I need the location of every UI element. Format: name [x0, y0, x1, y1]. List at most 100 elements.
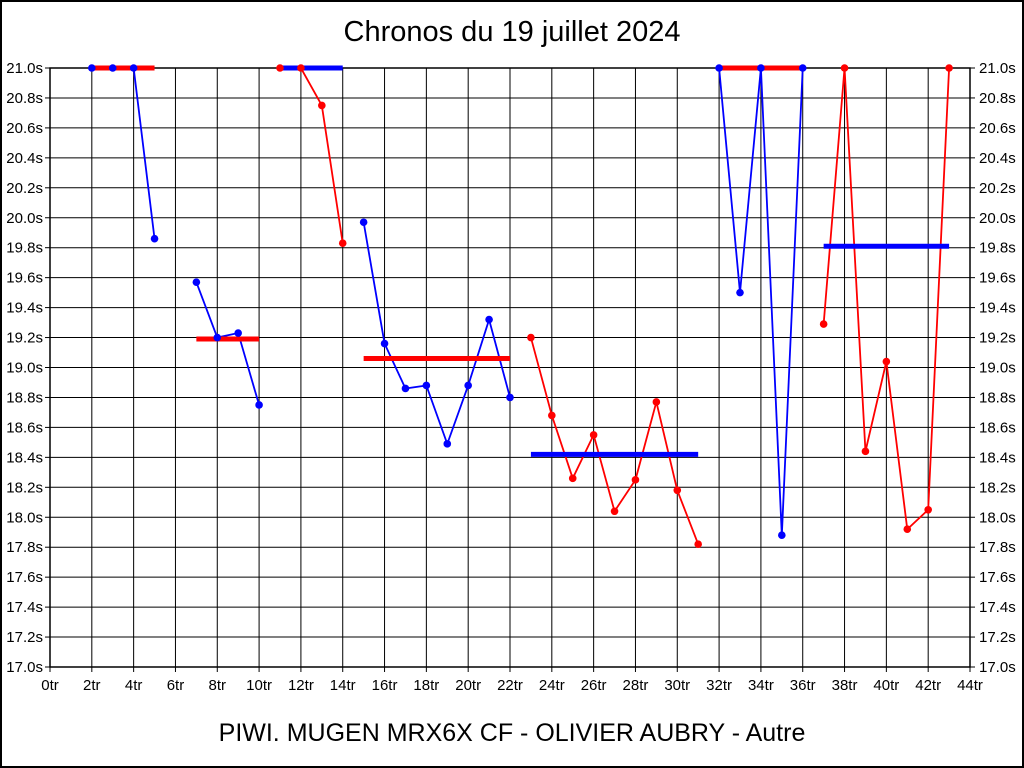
y-tick-label-right: 17.0s	[979, 659, 1016, 676]
data-point	[694, 540, 702, 549]
x-tick-label: 6tr	[167, 677, 185, 694]
x-tick-label: 10tr	[246, 677, 272, 694]
data-point	[297, 64, 305, 72]
data-point	[150, 234, 159, 243]
x-tick-label: 42tr	[915, 677, 941, 694]
data-point	[840, 64, 849, 72]
y-tick-label-left: 18.6s	[6, 419, 43, 436]
y-tick-label-left: 19.4s	[6, 300, 43, 317]
y-tick-label-left: 21.0s	[6, 60, 43, 77]
data-point	[422, 381, 431, 390]
data-point	[464, 381, 472, 390]
x-tick-label: 36tr	[790, 677, 816, 694]
y-tick-label-right: 19.2s	[979, 330, 1016, 347]
x-tick-label: 30tr	[664, 677, 690, 694]
y-tick-label-left: 19.0s	[6, 360, 43, 377]
data-point	[192, 278, 201, 286]
x-tick-label: 18tr	[413, 677, 439, 694]
y-tick-label-right: 20.0s	[979, 210, 1016, 227]
y-tick-label-left: 19.2s	[6, 330, 43, 347]
data-point	[485, 315, 493, 324]
data-point	[401, 384, 410, 393]
y-tick-label-right: 18.6s	[979, 419, 1016, 436]
x-tick-label: 38tr	[832, 677, 858, 694]
x-tick-label: 4tr	[125, 677, 143, 694]
y-tick-label-left: 18.8s	[6, 389, 43, 406]
x-tick-label: 44tr	[957, 677, 983, 694]
chart-title: Chronos du 19 juillet 2024	[343, 16, 681, 48]
y-tick-label-left: 17.6s	[6, 569, 43, 586]
data-point	[255, 401, 263, 409]
y-tick-label-left: 18.0s	[6, 509, 43, 526]
data-point	[945, 64, 953, 72]
x-tick-label: 22tr	[497, 677, 523, 694]
data-point	[778, 531, 786, 540]
y-tick-label-left: 20.2s	[6, 180, 43, 197]
data-point	[736, 288, 744, 297]
y-tick-label-left: 20.0s	[6, 210, 43, 227]
y-tick-label-left: 20.6s	[6, 120, 43, 137]
x-tick-label: 20tr	[455, 677, 481, 694]
data-point	[318, 101, 326, 110]
y-tick-label-right: 17.6s	[979, 569, 1016, 586]
y-tick-label-left: 17.0s	[6, 659, 43, 676]
y-tick-label-right: 20.4s	[979, 150, 1016, 167]
data-point	[338, 239, 347, 248]
x-tick-label: 24tr	[539, 677, 565, 694]
data-point	[652, 398, 661, 406]
y-tick-label-right: 21.0s	[979, 60, 1016, 77]
data-point	[861, 447, 870, 456]
y-tick-label-right: 20.6s	[979, 120, 1016, 137]
data-point	[213, 333, 222, 342]
y-tick-label-right: 20.8s	[979, 90, 1016, 107]
data-point	[359, 218, 368, 227]
data-point	[610, 507, 619, 516]
data-point	[715, 64, 723, 72]
y-tick-label-left: 17.8s	[6, 539, 43, 556]
data-point	[506, 393, 514, 402]
y-tick-label-right: 19.4s	[979, 300, 1016, 317]
x-tick-label: 26tr	[581, 677, 607, 694]
data-point	[673, 486, 682, 495]
series-line-stint-4	[362, 222, 511, 447]
y-tick-label-left: 17.2s	[6, 629, 43, 646]
data-point	[527, 333, 535, 342]
y-tick-label-right: 17.2s	[979, 629, 1016, 646]
data-point	[129, 64, 138, 72]
y-tick-label-left: 18.4s	[6, 449, 43, 466]
y-tick-label-right: 18.8s	[979, 389, 1016, 406]
y-tick-label-left: 18.2s	[6, 479, 43, 496]
data-point	[443, 440, 452, 448]
data-point	[234, 329, 242, 337]
x-tick-label: 8tr	[209, 677, 227, 694]
y-tick-label-right: 19.6s	[979, 270, 1016, 287]
x-tick-label: 2tr	[83, 677, 101, 694]
data-point	[631, 476, 640, 484]
data-point	[380, 339, 389, 348]
plot-border	[49, 67, 971, 668]
y-tick-label-right: 20.2s	[979, 180, 1016, 197]
data-point	[757, 64, 765, 72]
y-tick-label-left: 20.4s	[6, 150, 43, 167]
y-tick-label-left: 17.4s	[6, 599, 43, 616]
data-point	[276, 64, 284, 72]
data-point	[903, 525, 912, 534]
x-tick-label: 32tr	[706, 677, 732, 694]
y-tick-label-left: 19.6s	[6, 270, 43, 287]
x-tick-label: 12tr	[288, 677, 314, 694]
x-tick-label: 14tr	[330, 677, 356, 694]
x-tick-label: 0tr	[41, 677, 59, 694]
data-point	[568, 474, 577, 483]
y-tick-label-right: 19.8s	[979, 240, 1016, 257]
x-tick-label: 16tr	[372, 677, 398, 694]
data-point	[589, 431, 598, 439]
y-tick-label-right: 18.0s	[979, 509, 1016, 526]
series-line-stint-2	[195, 281, 260, 406]
data-point	[882, 357, 891, 366]
y-tick-label-right: 17.4s	[979, 599, 1016, 616]
series-line-stint-3	[280, 67, 344, 244]
y-tick-label-right: 18.4s	[979, 449, 1016, 466]
y-tick-label-left: 20.8s	[6, 90, 43, 107]
y-tick-label-left: 19.8s	[6, 240, 43, 257]
